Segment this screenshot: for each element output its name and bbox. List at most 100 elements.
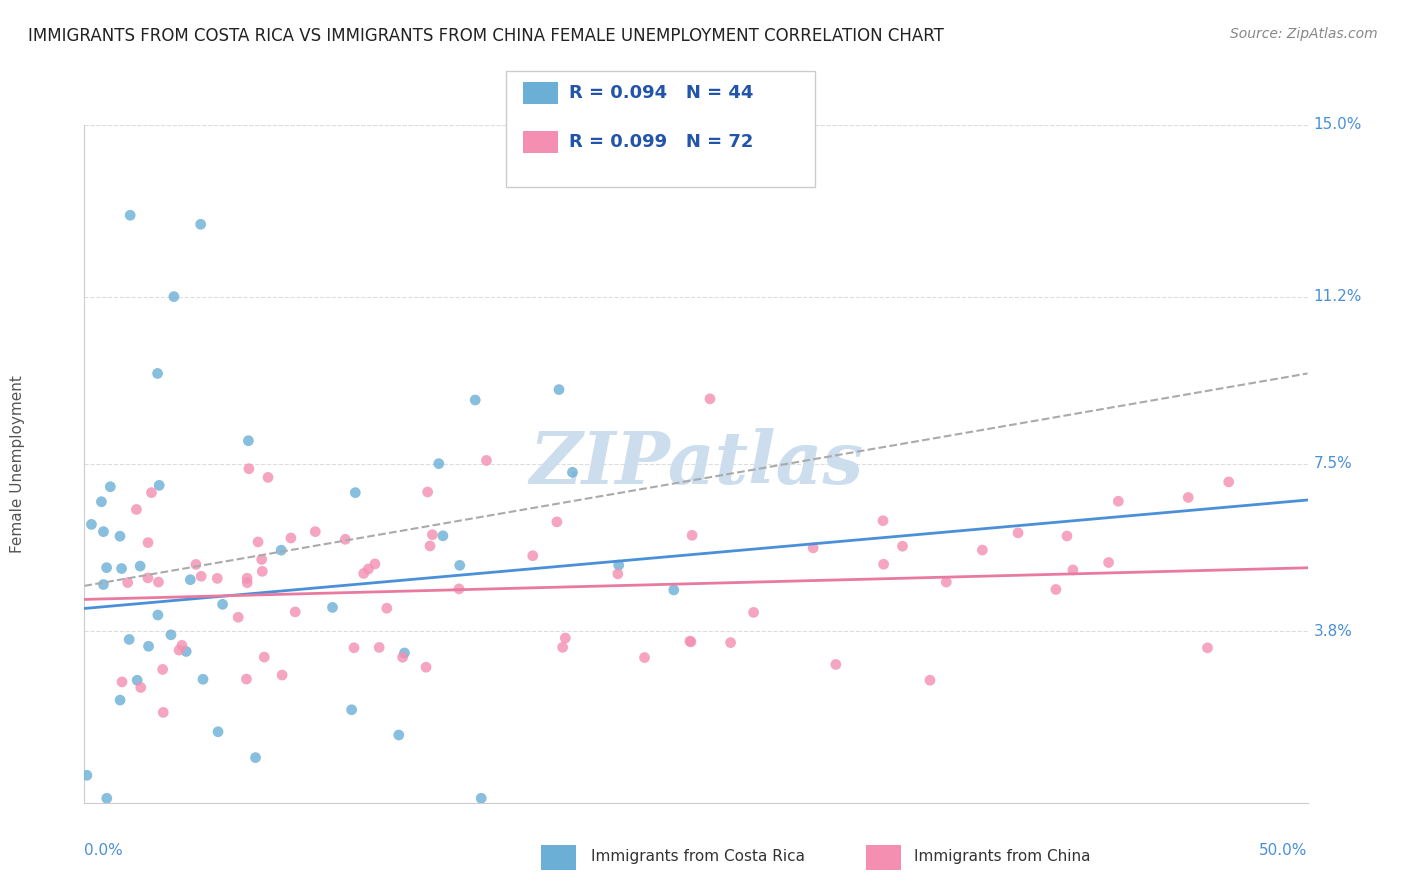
Point <box>108 693 131 707</box>
Point <box>284 605 307 619</box>
Point <box>357 562 380 576</box>
Point <box>419 539 441 553</box>
Point <box>561 466 583 480</box>
Point <box>470 791 492 805</box>
Point <box>191 673 214 687</box>
Point <box>238 434 260 448</box>
Text: Female Unemployment: Female Unemployment <box>10 375 24 553</box>
Point <box>1097 556 1119 570</box>
Text: ZIPatlas: ZIPatlas <box>529 428 863 500</box>
Point <box>280 531 302 545</box>
Text: R = 0.099   N = 72: R = 0.099 N = 72 <box>569 133 754 151</box>
Text: Source: ZipAtlas.com: Source: ZipAtlas.com <box>1230 27 1378 41</box>
Point <box>163 290 186 304</box>
Point <box>93 577 115 591</box>
Point <box>918 673 941 688</box>
Text: 0.0%: 0.0% <box>84 844 124 858</box>
Point <box>607 558 630 573</box>
Point <box>546 515 568 529</box>
Point <box>1197 640 1219 655</box>
Point <box>432 529 454 543</box>
Text: R = 0.094   N = 44: R = 0.094 N = 44 <box>569 84 754 102</box>
Point <box>207 724 229 739</box>
Point <box>662 582 685 597</box>
Point <box>118 632 141 647</box>
Text: IMMIGRANTS FROM COSTA RICA VS IMMIGRANTS FROM CHINA FEMALE UNEMPLOYMENT CORRELAT: IMMIGRANTS FROM COSTA RICA VS IMMIGRANTS… <box>28 27 943 45</box>
Point <box>1177 491 1199 505</box>
Point <box>1007 525 1029 540</box>
Point <box>606 566 628 581</box>
Point <box>1056 529 1078 543</box>
Point <box>170 638 193 652</box>
Point <box>190 569 212 583</box>
Point <box>93 524 115 539</box>
Point <box>146 607 169 622</box>
Point <box>416 485 439 500</box>
Point <box>872 514 894 528</box>
Point <box>304 524 326 539</box>
Point <box>152 706 174 720</box>
Point <box>253 650 276 665</box>
Point <box>236 575 259 590</box>
Text: 3.8%: 3.8% <box>1313 624 1353 639</box>
Point <box>522 549 544 563</box>
Point <box>167 643 190 657</box>
Point <box>464 392 486 407</box>
Point <box>415 660 437 674</box>
Point <box>238 461 260 475</box>
Point <box>270 543 292 558</box>
Text: Immigrants from Costa Rica: Immigrants from Costa Rica <box>591 849 804 863</box>
Point <box>422 527 444 541</box>
Point <box>129 681 152 695</box>
Point <box>111 674 134 689</box>
Point <box>340 703 363 717</box>
Point <box>190 217 212 231</box>
Point <box>236 571 259 585</box>
Point <box>335 533 357 547</box>
Point <box>742 606 765 620</box>
Point <box>344 485 367 500</box>
Point <box>141 485 163 500</box>
Point <box>720 635 742 649</box>
Point <box>321 600 343 615</box>
Point <box>235 672 257 686</box>
Point <box>1218 475 1240 489</box>
Point <box>271 668 294 682</box>
Point <box>679 634 702 648</box>
Point <box>136 535 159 549</box>
Point <box>872 558 894 572</box>
Point <box>127 673 149 688</box>
Point <box>391 650 413 665</box>
Point <box>245 750 267 764</box>
Point <box>148 478 170 492</box>
Point <box>110 561 132 575</box>
Point <box>891 539 914 553</box>
Point <box>353 566 375 581</box>
Point <box>125 502 148 516</box>
Point <box>129 559 152 574</box>
Text: 7.5%: 7.5% <box>1313 457 1353 471</box>
Point <box>96 791 118 805</box>
Point <box>449 558 471 573</box>
Point <box>375 601 398 615</box>
Point <box>250 552 273 566</box>
Point <box>1107 494 1129 508</box>
Point <box>247 535 270 549</box>
Point <box>1045 582 1067 597</box>
Point <box>226 610 249 624</box>
Point <box>108 529 131 543</box>
Point <box>120 208 142 222</box>
Point <box>179 573 201 587</box>
Point <box>207 571 229 585</box>
Point <box>554 631 576 645</box>
Point <box>633 650 655 665</box>
Point <box>117 575 139 590</box>
Point <box>211 598 233 612</box>
Point <box>138 640 160 654</box>
Point <box>681 528 703 542</box>
Point <box>1062 563 1084 577</box>
Point <box>368 640 391 655</box>
Point <box>447 582 470 596</box>
Point <box>148 575 170 590</box>
Point <box>136 571 159 585</box>
